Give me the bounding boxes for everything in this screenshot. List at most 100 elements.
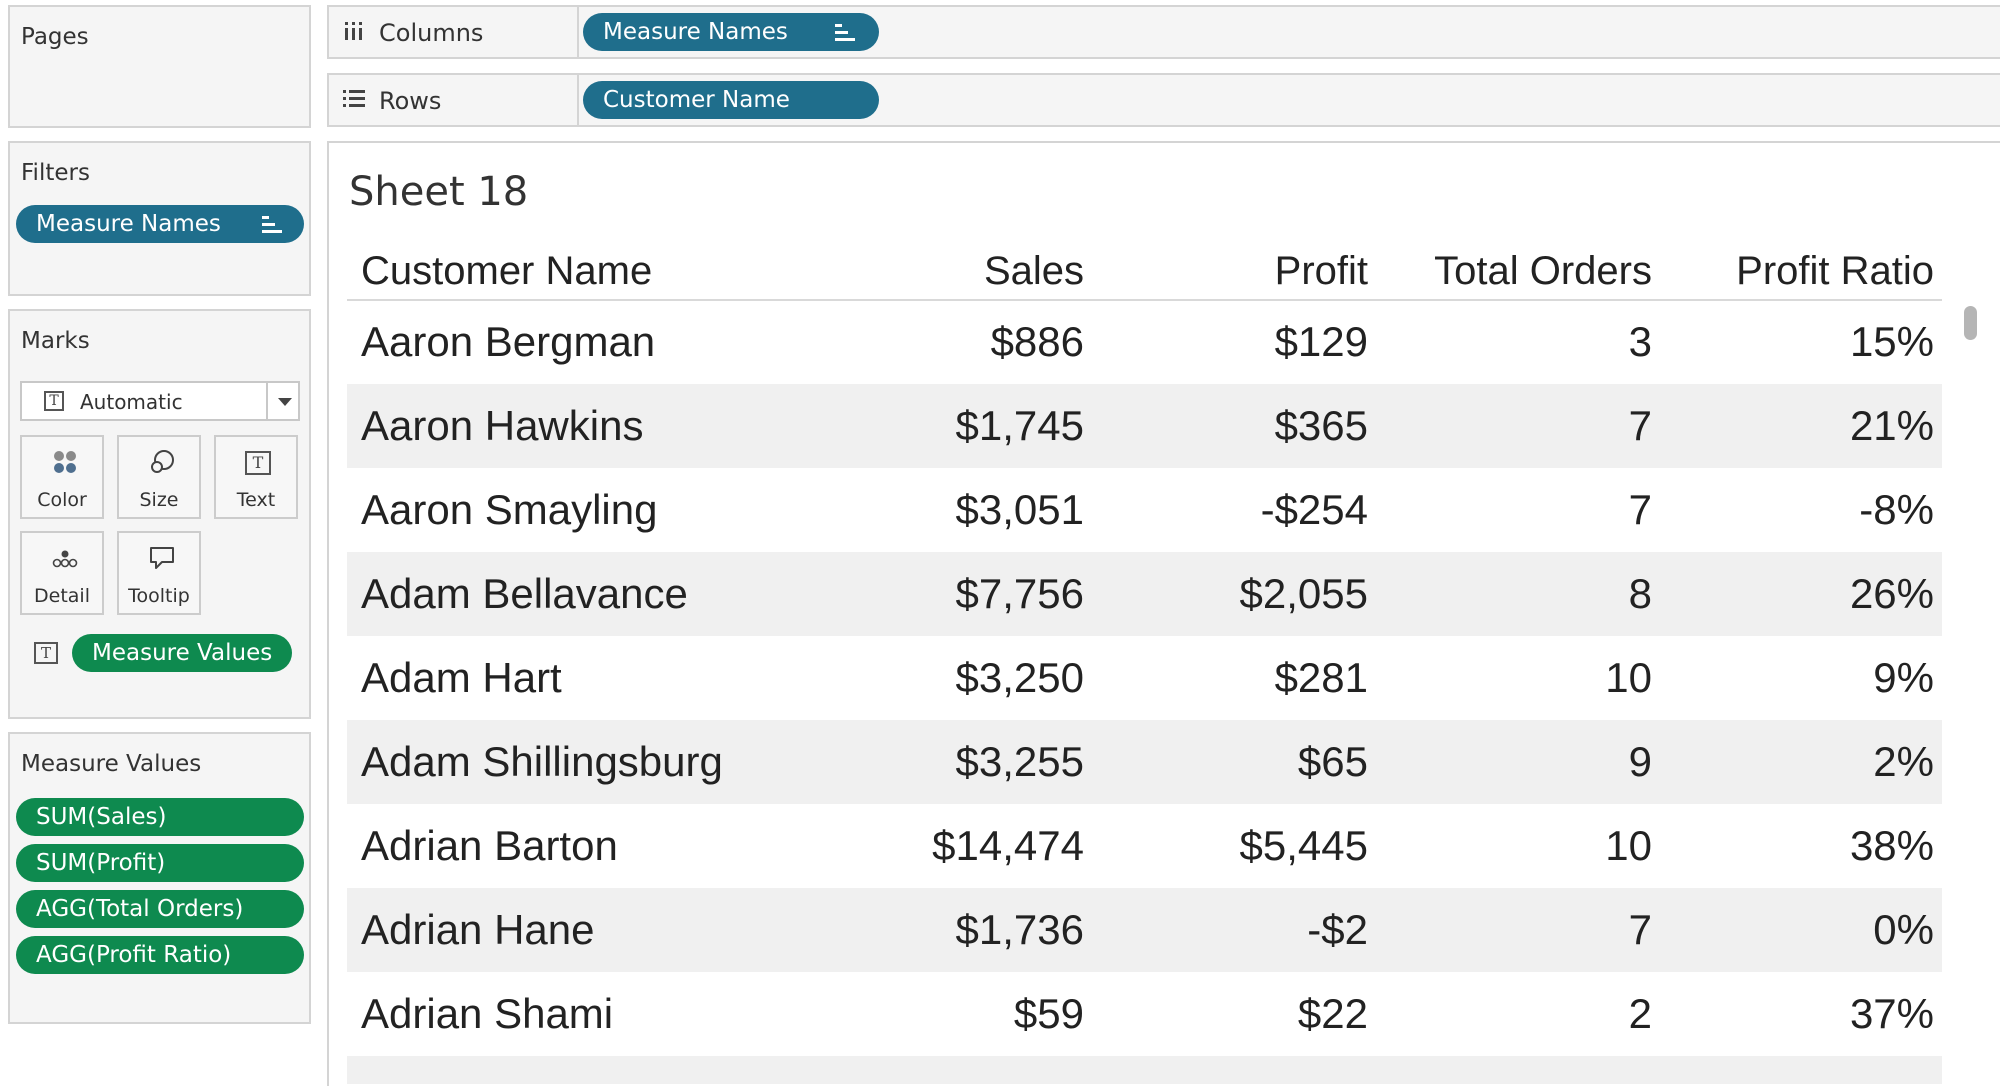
table-row[interactable]: Aaron Bergman $886 $129 3 15% (347, 300, 1942, 384)
table-row[interactable]: Adam Shillingsburg $3,255 $65 9 2% (347, 720, 1942, 804)
table-row[interactable]: Aaron Smayling $3,051 -$254 7 -8% (347, 468, 1942, 552)
cell-sales[interactable]: $886 (990, 318, 1084, 365)
marks-panel: Marks T Automatic Color Size T Text (8, 309, 311, 719)
cell-sales[interactable]: $3,250 (955, 654, 1084, 701)
measure-pill-sum-sales[interactable]: SUM(Sales) (16, 798, 304, 836)
marks-title: Marks (21, 328, 90, 354)
cell-profit-ratio[interactable]: 38% (1849, 822, 1934, 869)
columns-shelf[interactable]: Columns Measure Names (327, 5, 2000, 59)
scrollbar-thumb[interactable] (1964, 306, 1977, 340)
cell-sales[interactable]: $59 (1013, 990, 1084, 1037)
sort-icon (835, 22, 855, 42)
header-profit[interactable]: Profit (1274, 249, 1368, 293)
dropdown-divider (266, 383, 268, 419)
cell-profit[interactable]: $22 (1297, 990, 1368, 1037)
cell-profit-ratio[interactable]: 9% (1873, 654, 1934, 701)
cell-total-orders[interactable]: 8 (1628, 570, 1652, 617)
columns-pill-label: Measure Names (603, 19, 788, 45)
table-row-partial (347, 1056, 1942, 1084)
measure-pill-agg-total-orders[interactable]: AGG(Total Orders) (16, 890, 304, 928)
size-label: Size (139, 489, 179, 511)
cell-total-orders[interactable]: 10 (1605, 654, 1652, 701)
cell-profit[interactable]: $5,445 (1239, 822, 1368, 869)
measure-values-title: Measure Values (21, 751, 202, 777)
cell-customer-name[interactable]: Aaron Hawkins (361, 402, 644, 449)
mark-type-dropdown[interactable]: T Automatic (20, 381, 300, 421)
cell-profit-ratio[interactable]: 15% (1849, 318, 1934, 365)
rows-shelf[interactable]: Rows Customer Name (327, 73, 2000, 127)
table-row[interactable]: Adam Hart $3,250 $281 10 9% (347, 636, 1942, 720)
rows-label: Rows (379, 87, 442, 115)
vertical-scrollbar[interactable] (1961, 300, 1981, 1088)
cell-profit[interactable]: $65 (1297, 738, 1368, 785)
table-row[interactable]: Adam Bellavance $7,756 $2,055 8 26% (347, 552, 1942, 636)
cell-total-orders[interactable]: 7 (1628, 402, 1652, 449)
header-sales[interactable]: Sales (983, 249, 1084, 293)
cell-sales[interactable]: $7,756 (955, 570, 1084, 617)
size-icon (151, 450, 174, 473)
cell-profit-ratio[interactable]: 2% (1873, 738, 1934, 785)
cell-sales[interactable]: $1,745 (955, 402, 1084, 449)
cell-profit-ratio[interactable]: 26% (1849, 570, 1934, 617)
color-button[interactable]: Color (20, 435, 104, 519)
size-button[interactable]: Size (117, 435, 201, 519)
text-mark-icon: T (44, 391, 64, 411)
text-encoding-pill[interactable]: Measure Values (72, 634, 292, 672)
cell-profit-ratio[interactable]: 21% (1849, 402, 1934, 449)
cell-customer-name[interactable]: Aaron Smayling (361, 486, 658, 533)
rows-pill-customer-name[interactable]: Customer Name (583, 81, 879, 119)
cell-total-orders[interactable]: 2 (1628, 990, 1652, 1037)
cell-profit-ratio[interactable]: -8% (1859, 486, 1934, 533)
cell-customer-name[interactable]: Adrian Hane (361, 906, 595, 953)
cell-total-orders[interactable]: 9 (1628, 738, 1652, 785)
cell-customer-name[interactable]: Adrian Shami (361, 990, 614, 1037)
cell-profit[interactable]: $365 (1274, 402, 1368, 449)
rows-icon (343, 90, 365, 107)
cell-customer-name[interactable]: Adam Hart (361, 654, 562, 701)
measure-pill-sum-profit[interactable]: SUM(Profit) (16, 844, 304, 882)
header-total-orders[interactable]: Total Orders (1434, 249, 1652, 293)
chevron-down-icon (278, 398, 292, 406)
columns-pill-measure-names[interactable]: Measure Names (583, 13, 879, 51)
measure-pill-agg-profit-ratio[interactable]: AGG(Profit Ratio) (16, 936, 304, 974)
cell-customer-name[interactable]: Adrian Barton (361, 822, 618, 869)
color-icon (54, 451, 76, 473)
header-customer-name[interactable]: Customer Name (361, 249, 653, 293)
cell-profit-ratio[interactable]: 37% (1849, 990, 1934, 1037)
pages-title: Pages (21, 24, 89, 50)
cell-sales[interactable]: $1,736 (955, 906, 1084, 953)
cell-total-orders[interactable]: 3 (1628, 318, 1652, 365)
cell-profit[interactable]: $129 (1274, 318, 1368, 365)
table-row[interactable]: Adrian Shami $59 $22 2 37% (347, 972, 1942, 1056)
sheet-title: Sheet 18 (349, 169, 529, 215)
table-header: Customer Name Sales Profit Total Orders … (347, 243, 1942, 301)
detail-button[interactable]: Detail (20, 531, 104, 615)
columns-shelf-label: Columns (329, 7, 579, 57)
cell-customer-name[interactable]: Adam Shillingsburg (361, 738, 723, 785)
cell-customer-name[interactable]: Adam Bellavance (361, 570, 688, 617)
header-profit-ratio[interactable]: Profit Ratio (1736, 249, 1934, 293)
cell-sales[interactable]: $3,051 (955, 486, 1084, 533)
measure-values-panel: Measure Values SUM(Sales) SUM(Profit) AG… (8, 732, 311, 1024)
tooltip-button[interactable]: Tooltip (117, 531, 201, 615)
rows-shelf-label: Rows (329, 75, 579, 125)
cell-profit-ratio[interactable]: 0% (1873, 906, 1934, 953)
text-button[interactable]: T Text (214, 435, 298, 519)
cell-sales[interactable]: $14,474 (932, 822, 1084, 869)
color-label: Color (37, 489, 87, 511)
cell-sales[interactable]: $3,255 (955, 738, 1084, 785)
table-row[interactable]: Aaron Hawkins $1,745 $365 7 21% (347, 384, 1942, 468)
table-row[interactable]: Adrian Barton $14,474 $5,445 10 38% (347, 804, 1942, 888)
sort-icon (262, 214, 282, 234)
cell-profit[interactable]: -$254 (1260, 486, 1368, 533)
detail-label: Detail (34, 585, 90, 607)
cell-customer-name[interactable]: Aaron Bergman (361, 318, 656, 365)
table-row[interactable]: Adrian Hane $1,736 -$2 7 0% (347, 888, 1942, 972)
cell-total-orders[interactable]: 7 (1628, 906, 1652, 953)
cell-profit[interactable]: $281 (1274, 654, 1368, 701)
filter-pill-measure-names[interactable]: Measure Names (16, 205, 304, 243)
cell-total-orders[interactable]: 7 (1628, 486, 1652, 533)
cell-profit[interactable]: -$2 (1307, 906, 1368, 953)
cell-profit[interactable]: $2,055 (1239, 570, 1368, 617)
cell-total-orders[interactable]: 10 (1605, 822, 1652, 869)
